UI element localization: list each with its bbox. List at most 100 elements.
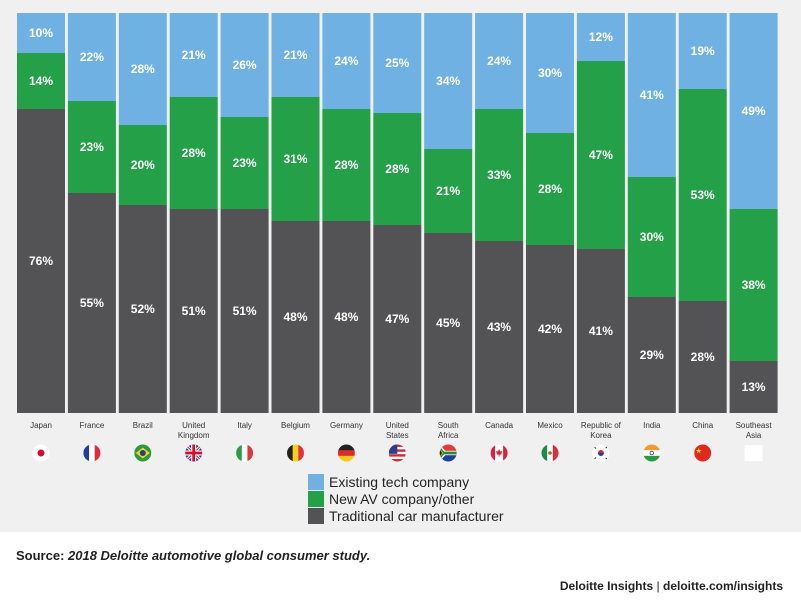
bar-segment	[475, 13, 524, 109]
united-states-flag-icon	[388, 444, 406, 462]
x-tick-label: Kingdom	[178, 431, 210, 440]
bar-segment	[118, 13, 167, 125]
southeast-asia-flag-placeholder	[744, 445, 763, 461]
chart-panel: 76% 14% 10% Japan 55% 23% 22% France 52% 20% 28% Br…	[0, 0, 801, 532]
data-label: 21%	[182, 48, 206, 62]
bar-segment	[220, 13, 269, 117]
legend-item-new-av: New AV company/other	[308, 490, 504, 507]
data-label: 23%	[233, 156, 257, 170]
bar-segment	[526, 245, 574, 413]
bar-segment	[67, 13, 116, 101]
data-label: 48%	[283, 310, 307, 324]
x-tick-label: Germany	[330, 421, 363, 430]
bar-segment	[627, 13, 676, 177]
bar-segment	[17, 53, 65, 109]
data-label: 31%	[283, 152, 307, 166]
canada-flag-icon	[490, 444, 508, 462]
bar-segment	[526, 133, 574, 245]
data-label: 19%	[691, 44, 715, 58]
legend-label: Traditional car manufacturer	[329, 507, 504, 524]
data-label: 51%	[233, 304, 257, 318]
bar-segment	[576, 249, 625, 413]
united-kingdom-flag-icon	[185, 444, 203, 462]
data-label: 28%	[182, 146, 206, 160]
data-label: 28%	[538, 182, 562, 196]
x-tick-label: South	[438, 421, 459, 430]
data-label: 14%	[29, 74, 53, 88]
x-tick-label: States	[386, 431, 409, 440]
bar-segment	[373, 225, 422, 413]
data-label: 30%	[538, 66, 562, 80]
bar-segment	[526, 13, 574, 133]
data-label: 12%	[589, 30, 613, 44]
legend-swatch	[308, 490, 324, 507]
data-label: 41%	[589, 324, 613, 338]
bar-segment	[627, 297, 676, 413]
data-label: 55%	[80, 296, 104, 310]
bar-segment	[373, 13, 422, 113]
bar-segment	[729, 209, 778, 361]
data-label: 10%	[29, 26, 53, 40]
italy-flag-icon	[236, 444, 254, 462]
bar-segment	[17, 109, 65, 413]
x-tick-label: Korea	[590, 431, 612, 440]
data-label: 30%	[640, 230, 664, 244]
bar-segment	[729, 13, 778, 209]
data-label: 49%	[742, 104, 766, 118]
south-africa-flag-icon	[439, 444, 457, 462]
x-tick-label: France	[79, 421, 104, 430]
data-label: 21%	[283, 48, 307, 62]
x-tick-label: Japan	[30, 421, 52, 430]
south-korea-flag-icon	[592, 444, 610, 462]
bar-segment	[169, 13, 218, 97]
data-label: 29%	[640, 348, 664, 362]
footer-credit: Deloitte Insights | deloitte.com/insight…	[560, 579, 783, 593]
bar-segment	[678, 13, 727, 89]
legend-item-existing-tech: Existing tech company	[308, 473, 504, 490]
bar-segment	[322, 221, 371, 413]
bar-segment	[67, 101, 116, 193]
bar-segment	[576, 13, 625, 61]
bar-segment	[17, 13, 65, 53]
data-label: 43%	[487, 320, 511, 334]
x-tick-label: United	[386, 421, 409, 430]
data-label: 41%	[640, 88, 664, 102]
bar-segment	[627, 177, 676, 297]
bar-segment	[169, 97, 218, 209]
japan-flag-icon	[32, 444, 50, 462]
data-label: 22%	[80, 50, 104, 64]
bar-segment	[729, 361, 778, 413]
data-label: 28%	[131, 62, 155, 76]
stacked-bar-chart: 76% 14% 10% Japan 55% 23% 22% France 52% 20% 28% Br…	[17, 13, 778, 462]
bar-segment	[67, 193, 116, 413]
data-label: 28%	[334, 158, 358, 172]
china-flag-icon	[694, 444, 712, 462]
legend-item-traditional: Traditional car manufacturer	[308, 507, 504, 524]
data-label: 48%	[334, 310, 358, 324]
source-note: Source: 2018 Deloitte automotive global …	[16, 548, 370, 563]
bar-segment	[118, 205, 167, 413]
data-label: 24%	[487, 54, 511, 68]
legend-label: New AV company/other	[329, 490, 475, 507]
bar-segment	[220, 209, 269, 413]
bar-segment	[118, 125, 167, 205]
x-tick-label: Republic of	[581, 421, 622, 430]
bar-segment	[475, 241, 524, 413]
data-label: 28%	[691, 350, 715, 364]
india-flag-icon	[643, 444, 661, 462]
x-tick-label: United	[182, 421, 205, 430]
bar-segment	[322, 109, 371, 221]
data-label: 13%	[742, 380, 766, 394]
germany-flag-icon	[337, 444, 355, 462]
data-label: 45%	[436, 316, 460, 330]
x-tick-label: Brazil	[133, 421, 153, 430]
legend-label: Existing tech company	[329, 473, 470, 490]
data-label: 53%	[691, 188, 715, 202]
bar-segment	[576, 61, 625, 249]
data-label: 20%	[131, 158, 155, 172]
data-label: 51%	[182, 304, 206, 318]
data-label: 47%	[385, 312, 409, 326]
data-label: 52%	[131, 302, 155, 316]
france-flag-icon	[83, 444, 101, 462]
footer-site: deloitte.com/insights	[662, 579, 783, 593]
